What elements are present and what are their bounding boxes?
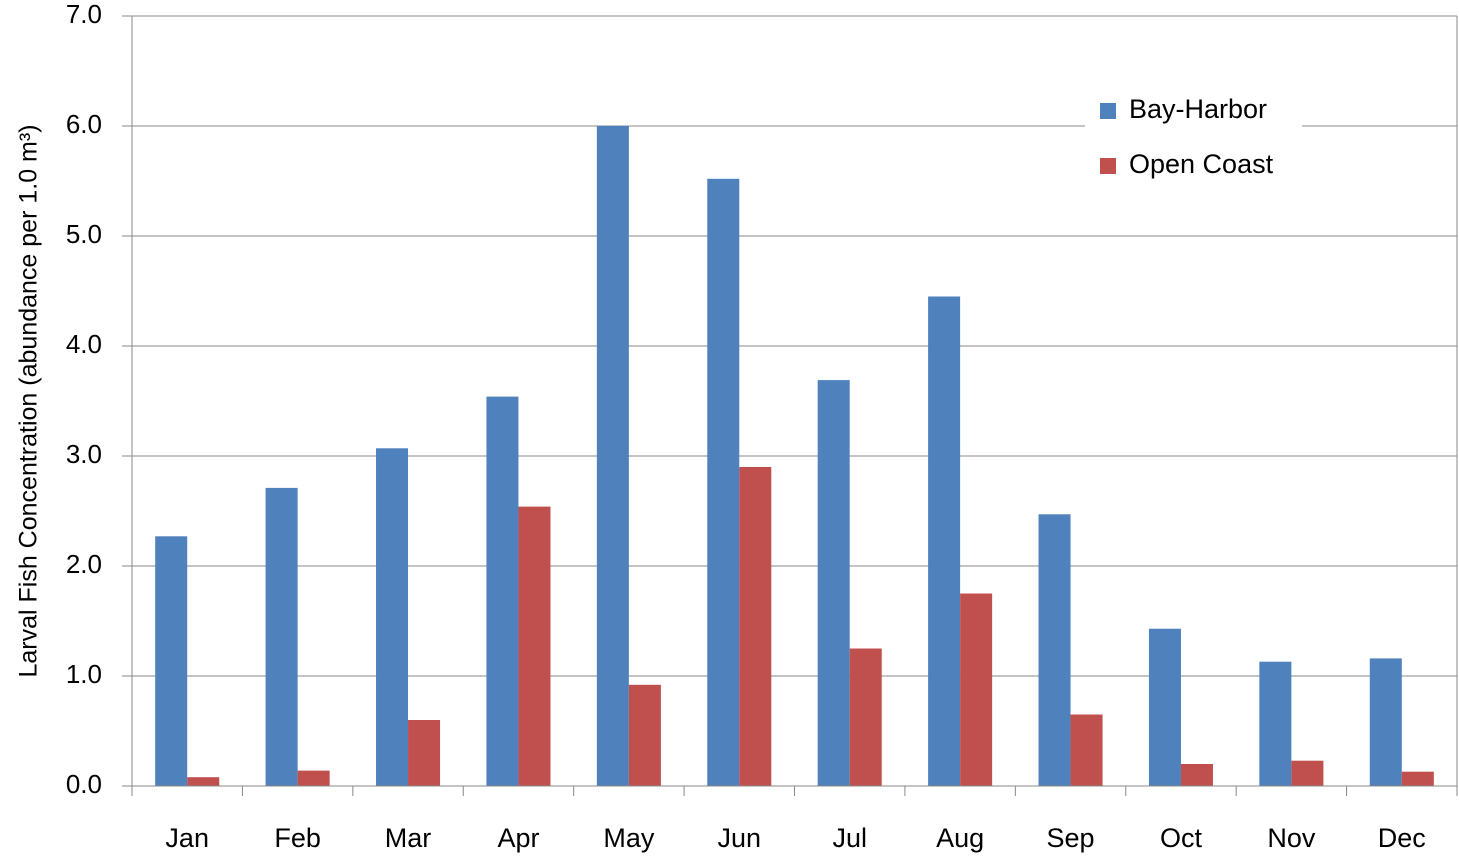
bar — [1369, 658, 1402, 786]
bar — [155, 536, 188, 786]
y-axis-label: Larval Fish Concentration (abundance per… — [15, 124, 43, 677]
bar — [376, 448, 409, 786]
legend-box — [1085, 86, 1302, 196]
bar — [486, 396, 519, 786]
bar — [187, 777, 220, 786]
y-tick-label: 1.0 — [66, 659, 102, 689]
bar — [1259, 661, 1292, 786]
y-tick-label: 2.0 — [66, 549, 102, 579]
legend-label: Bay-Harbor — [1129, 94, 1267, 124]
bar — [596, 126, 629, 786]
x-tick-label: May — [603, 823, 655, 853]
x-tick-label: Feb — [274, 823, 321, 853]
y-tick-label: 0.0 — [66, 769, 102, 799]
bar — [707, 178, 740, 787]
legend-swatch — [1100, 103, 1116, 119]
bar — [408, 720, 441, 786]
bar — [518, 506, 551, 786]
bar — [297, 770, 330, 786]
bar — [1038, 514, 1071, 786]
bar — [849, 648, 882, 786]
x-tick-label: Aug — [936, 823, 984, 853]
x-tick-label: Sep — [1047, 823, 1095, 853]
x-tick-label: Apr — [497, 823, 539, 853]
bar — [928, 296, 961, 786]
x-tick-label: Dec — [1378, 823, 1426, 853]
y-tick-label: 5.0 — [66, 219, 102, 249]
y-tick-label: 7.0 — [66, 0, 102, 29]
y-tick-label: 6.0 — [66, 109, 102, 139]
bar — [265, 487, 298, 786]
legend-swatch — [1100, 158, 1116, 174]
legend-label: Open Coast — [1129, 149, 1274, 179]
x-tick-label: Jun — [718, 823, 762, 853]
x-tick-label: Nov — [1267, 823, 1316, 853]
bar — [1148, 628, 1181, 786]
bar — [1401, 771, 1434, 786]
bar — [739, 467, 772, 786]
x-tick-label: Jul — [832, 823, 867, 853]
bar — [1180, 764, 1213, 786]
y-tick-label: 4.0 — [66, 329, 102, 359]
y-tick-label: 3.0 — [66, 439, 102, 469]
bar — [1070, 714, 1103, 786]
x-tick-label: Mar — [385, 823, 432, 853]
x-tick-label: Jan — [165, 823, 209, 853]
bar — [817, 380, 850, 786]
x-tick-label: Oct — [1160, 823, 1203, 853]
bar — [960, 593, 993, 786]
bar — [1291, 760, 1324, 786]
bar — [628, 684, 661, 786]
